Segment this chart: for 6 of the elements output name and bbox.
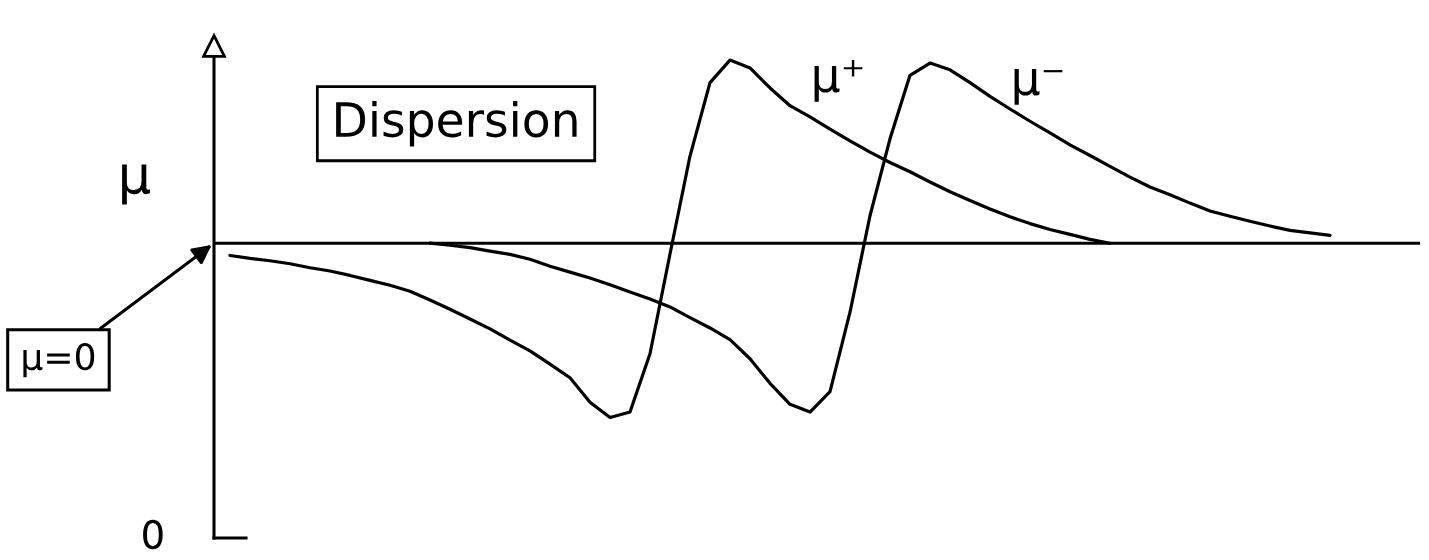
text: 0 [143, 519, 163, 550]
text: Dispersion [336, 100, 577, 147]
series-label: μ⁻ [1014, 69, 1063, 105]
y-axis-title: μ [122, 164, 150, 205]
series-label: μ⁺ [814, 59, 863, 102]
ref-line-label: μ=0 [23, 343, 95, 378]
